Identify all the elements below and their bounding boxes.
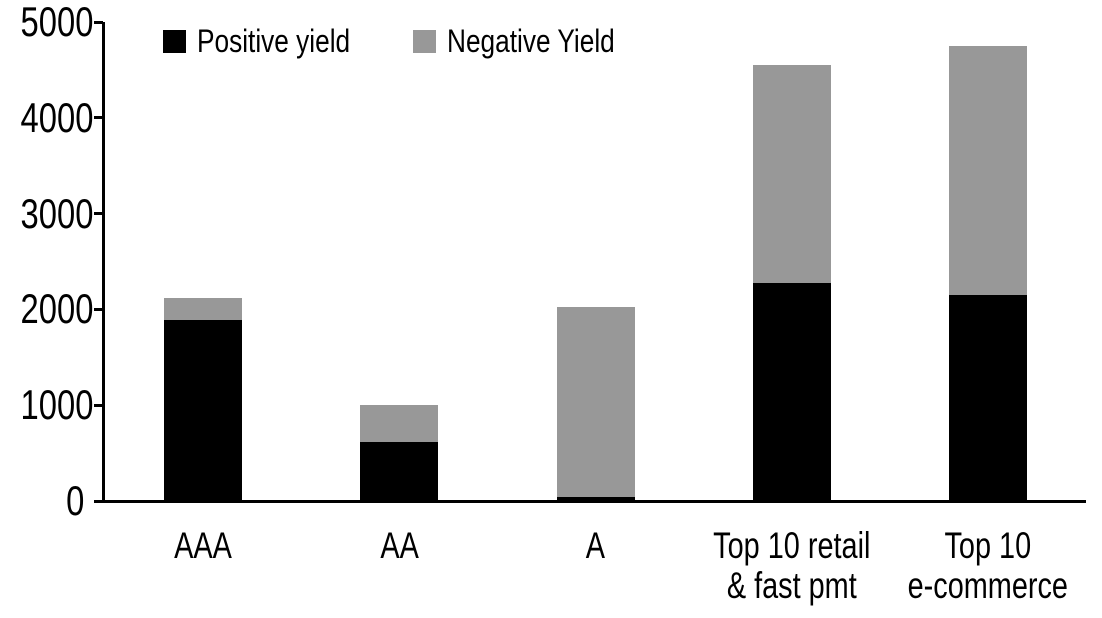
legend-item-positive-yield: Positive yield xyxy=(163,23,384,59)
y-axis-tick-text: 0 xyxy=(65,477,84,524)
y-axis-tick-text: 5000 xyxy=(20,0,94,45)
x-axis-label-aa: AA xyxy=(259,526,539,566)
y-axis-line xyxy=(102,22,105,503)
y-axis-tick-label-2000: 2000 xyxy=(0,287,94,331)
x-axis-label-a: A xyxy=(456,526,736,566)
x-axis-label-text: Top 10 e-commerce xyxy=(908,526,1068,606)
x-axis-label-top-10-e-commerce: Top 10 e-commerce xyxy=(848,526,1102,606)
bar-segment-positive-top-10-retail-fast-pmt xyxy=(752,282,831,501)
x-axis-label-text: AA xyxy=(380,526,419,566)
x-axis-label-line: e-commerce xyxy=(907,565,1069,606)
y-axis-tick-text: 4000 xyxy=(20,93,94,141)
bar-segment-negative-a xyxy=(556,306,635,498)
y-axis-tick-label-1000: 1000 xyxy=(0,383,94,427)
y-axis-tick-0 xyxy=(94,499,103,503)
x-axis-label-line: Top 10 retail xyxy=(713,525,871,566)
x-axis-label-line: AA xyxy=(380,525,419,566)
x-axis-label-top-10-retail-fast-pmt: Top 10 retail & fast pmt xyxy=(652,526,932,606)
bar-segment-negative-top-10-retail-fast-pmt xyxy=(752,65,831,283)
y-axis-tick-label-0: 0 xyxy=(0,479,84,523)
y-axis-tick-text: 3000 xyxy=(20,189,94,237)
y-axis-tick-2000 xyxy=(94,307,103,311)
x-axis-label-line: AAA xyxy=(174,525,232,566)
x-axis-label-line: A xyxy=(585,525,606,566)
y-axis-tick-3000 xyxy=(94,212,103,216)
y-axis-tick-4000 xyxy=(94,116,103,120)
bar-segment-negative-aaa xyxy=(164,297,243,320)
x-axis-label-text: AAA xyxy=(174,526,232,566)
y-axis-tick-label-4000: 4000 xyxy=(0,95,94,140)
bar-segment-positive-aaa xyxy=(164,319,243,501)
bar-segment-positive-a xyxy=(556,497,635,501)
legend-label: Positive yield xyxy=(197,23,351,59)
y-axis-tick-text: 1000 xyxy=(20,381,94,429)
x-axis-label-line: & fast pmt xyxy=(726,565,857,606)
y-axis-tick-label-5000: 5000 xyxy=(0,0,94,44)
bar-segment-positive-top-10-e-commerce xyxy=(948,295,1027,501)
legend-label: Negative Yield xyxy=(447,23,615,59)
bar-segment-negative-aa xyxy=(360,405,439,442)
y-axis-tick-5000 xyxy=(94,20,103,24)
bar-segment-positive-aa xyxy=(360,441,439,501)
y-axis-tick-1000 xyxy=(94,403,103,407)
x-axis-label-line: Top 10 xyxy=(944,525,1032,566)
x-axis-label-text: Top 10 retail & fast pmt xyxy=(713,526,870,606)
y-axis-tick-label-3000: 3000 xyxy=(0,191,94,236)
x-axis-label-aaa: AAA xyxy=(63,526,343,566)
negative-yield-swatch-icon xyxy=(413,29,436,53)
x-axis-label-text: A xyxy=(586,526,605,566)
bar-segment-negative-top-10-e-commerce xyxy=(948,45,1027,296)
legend-item-negative-yield: Negative Yield xyxy=(413,23,652,59)
y-axis-tick-text: 2000 xyxy=(20,285,94,333)
x-axis-line xyxy=(102,500,1086,503)
positive-yield-swatch-icon xyxy=(163,29,186,53)
